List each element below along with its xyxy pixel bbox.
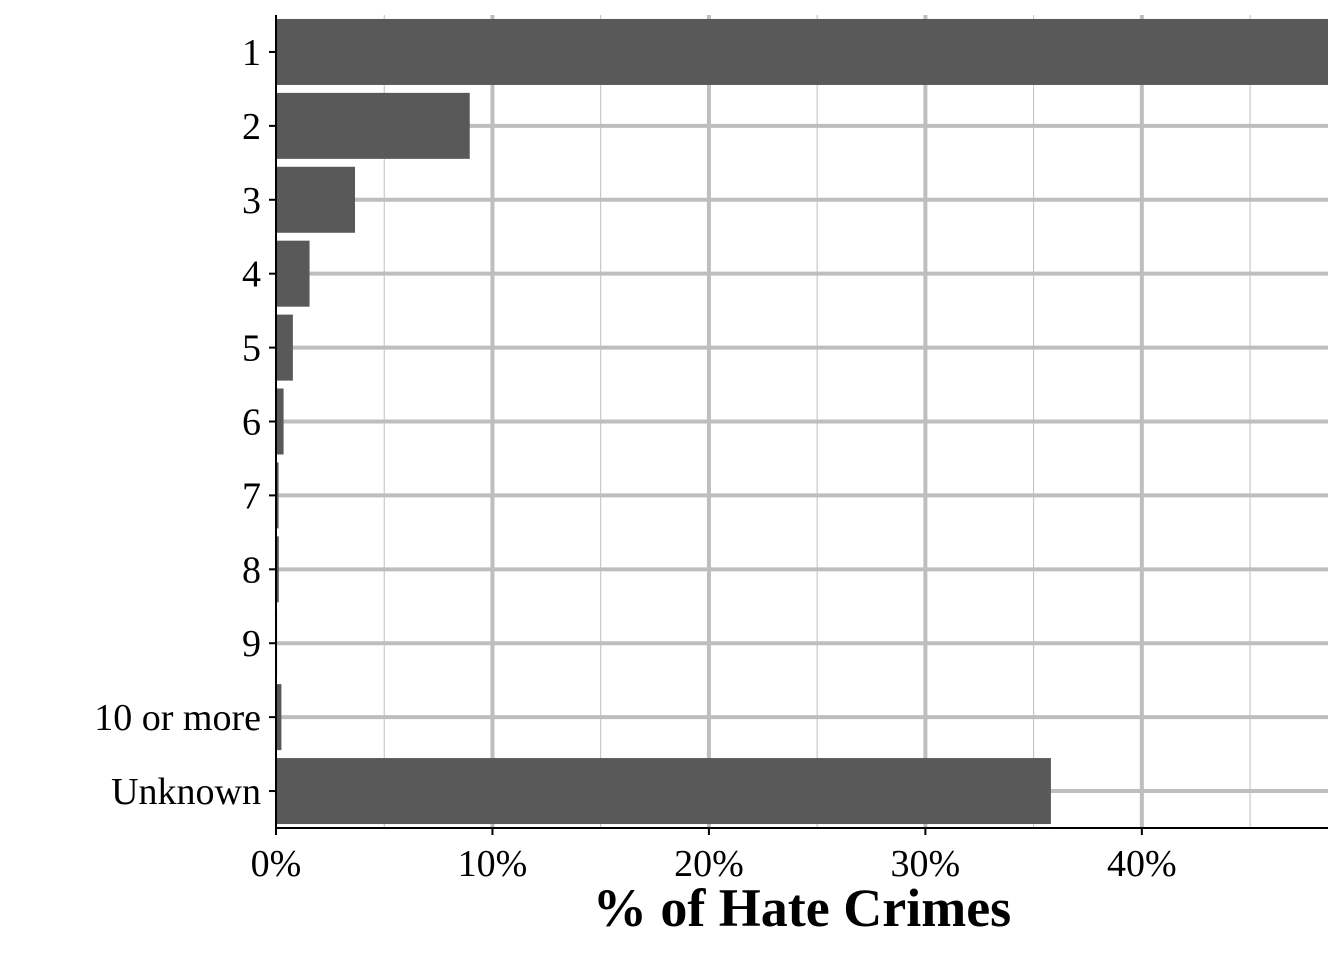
y-tick-label: 10 or more: [94, 697, 261, 739]
bar-1: [276, 18, 1328, 85]
y-axis-tick-labels: 1 2 3 4 5 6 7 8 9 10 or more Unknown: [94, 32, 261, 813]
bar-6: [276, 388, 284, 455]
bar-8: [276, 536, 279, 603]
y-tick-label: 7: [242, 475, 261, 517]
x-tick-label: 10%: [458, 843, 528, 885]
x-axis-title: % of Hate Crimes: [593, 878, 1011, 938]
axes: [269, 15, 1328, 835]
y-tick-label: 8: [242, 549, 261, 591]
bar-2: [276, 92, 470, 159]
x-tick-label: 30%: [891, 843, 961, 885]
x-axis-tick-labels: 0% 10% 20% 30% 40%: [251, 843, 1177, 885]
y-tick-label: 9: [242, 623, 261, 665]
bar-5: [276, 314, 293, 381]
bar-unknown: [276, 758, 1051, 825]
bar-7: [276, 462, 279, 529]
bar-4: [276, 240, 310, 307]
y-tick-label: 4: [242, 254, 261, 296]
bar-10-or-more: [276, 684, 282, 751]
bar-3: [276, 166, 356, 233]
y-tick-label: 5: [242, 328, 261, 370]
x-tick-label: 40%: [1107, 843, 1177, 885]
y-tick-label: 1: [242, 32, 261, 74]
y-tick-label: Unknown: [111, 771, 261, 813]
y-tick-label: 3: [242, 180, 261, 222]
bars: [276, 18, 1328, 825]
x-tick-label: 0%: [251, 843, 302, 885]
y-tick-label: 2: [242, 106, 261, 148]
y-tick-label: 6: [242, 402, 261, 444]
x-tick-label: 20%: [674, 843, 744, 885]
